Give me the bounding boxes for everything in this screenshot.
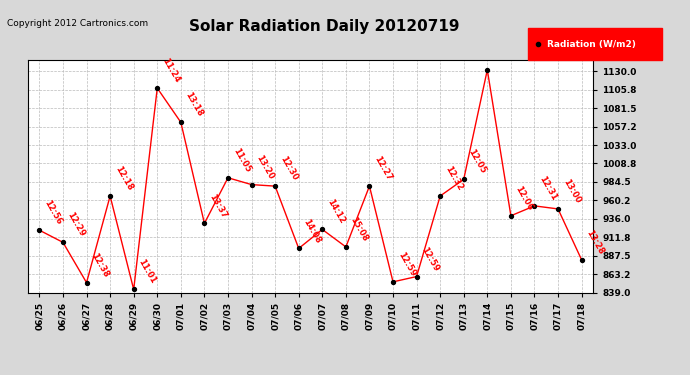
Point — [199, 220, 210, 226]
Text: 13:00: 13:00 — [561, 178, 582, 205]
Text: 14:12: 14:12 — [325, 198, 346, 226]
Text: 11:01: 11:01 — [137, 258, 158, 286]
Point — [553, 206, 564, 212]
Point — [222, 175, 233, 181]
Point — [411, 273, 422, 279]
Point — [317, 226, 328, 232]
Point — [152, 85, 163, 91]
Text: 11:05: 11:05 — [231, 146, 252, 174]
Text: 12:56: 12:56 — [42, 199, 63, 226]
Text: 13:20: 13:20 — [255, 153, 275, 181]
Point — [458, 176, 469, 182]
Point — [482, 67, 493, 73]
Text: 14:08: 14:08 — [302, 217, 323, 244]
Text: 13:28: 13:28 — [584, 228, 606, 256]
Point — [576, 257, 587, 263]
Text: 12:29: 12:29 — [66, 211, 87, 238]
Point — [364, 183, 375, 189]
Point — [340, 244, 351, 250]
Point — [175, 119, 186, 125]
Text: 12:18: 12:18 — [113, 165, 134, 192]
Text: 12:38: 12:38 — [90, 251, 110, 279]
Point — [81, 280, 92, 286]
Point — [270, 183, 281, 189]
Point — [505, 213, 516, 219]
Text: 15:08: 15:08 — [348, 216, 370, 243]
Text: 12:31: 12:31 — [538, 174, 558, 202]
Text: 13:37: 13:37 — [207, 192, 228, 219]
Point — [105, 193, 116, 199]
Text: Radiation (W/m2): Radiation (W/m2) — [547, 40, 636, 49]
Text: 12:05: 12:05 — [466, 148, 488, 176]
Text: 12:59: 12:59 — [420, 245, 441, 273]
Point — [128, 286, 139, 292]
Point — [529, 203, 540, 209]
Text: 12:32: 12:32 — [443, 165, 464, 192]
Text: 11:24: 11:24 — [160, 57, 181, 84]
Text: 12:30: 12:30 — [278, 155, 299, 182]
Point — [293, 245, 304, 251]
Text: 13:18: 13:18 — [184, 91, 205, 118]
Text: Solar Radiation Daily 20120719: Solar Radiation Daily 20120719 — [189, 19, 460, 34]
Point — [57, 239, 68, 245]
Point — [388, 279, 399, 285]
Text: 12:06: 12:06 — [514, 184, 535, 212]
Text: 12:59: 12:59 — [396, 251, 417, 278]
Point — [34, 227, 45, 233]
Point — [435, 193, 446, 199]
Point — [246, 182, 257, 188]
Text: 12:27: 12:27 — [373, 154, 393, 182]
Text: Copyright 2012 Cartronics.com: Copyright 2012 Cartronics.com — [7, 19, 148, 28]
